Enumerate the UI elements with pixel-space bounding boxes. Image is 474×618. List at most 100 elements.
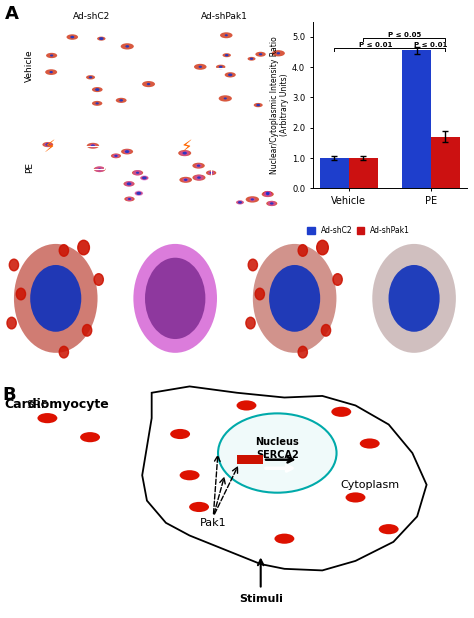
Ellipse shape: [180, 150, 190, 156]
Ellipse shape: [276, 52, 280, 54]
Ellipse shape: [90, 144, 96, 148]
Ellipse shape: [125, 150, 129, 153]
Circle shape: [7, 317, 16, 329]
Ellipse shape: [124, 150, 131, 154]
Circle shape: [333, 274, 342, 286]
Ellipse shape: [247, 57, 255, 61]
Ellipse shape: [127, 182, 131, 185]
Ellipse shape: [253, 244, 337, 353]
Text: P ≤ 0.05: P ≤ 0.05: [388, 32, 421, 38]
Circle shape: [298, 346, 308, 358]
Ellipse shape: [132, 170, 143, 176]
Ellipse shape: [256, 104, 260, 106]
Text: B: B: [2, 386, 16, 404]
Ellipse shape: [145, 258, 205, 339]
Ellipse shape: [119, 99, 123, 101]
Text: ⚡: ⚡: [181, 138, 192, 156]
Ellipse shape: [45, 69, 57, 75]
Bar: [76, 61, 104, 83]
Ellipse shape: [125, 45, 129, 48]
Ellipse shape: [194, 175, 204, 180]
Y-axis label: Nuclear/Cytoplasmic Intensity Ratio
(Arbitrary Units): Nuclear/Cytoplasmic Intensity Ratio (Arb…: [270, 36, 289, 174]
Ellipse shape: [111, 153, 121, 158]
Ellipse shape: [274, 533, 294, 544]
Ellipse shape: [263, 191, 272, 195]
Ellipse shape: [89, 76, 92, 78]
Text: PE: PE: [26, 162, 34, 173]
Circle shape: [255, 288, 264, 300]
Ellipse shape: [266, 192, 270, 195]
Circle shape: [298, 245, 308, 256]
Ellipse shape: [92, 87, 103, 92]
Text: Vehicle: Vehicle: [26, 49, 34, 82]
Text: ⚡: ⚡: [44, 138, 55, 156]
Ellipse shape: [246, 197, 259, 203]
Circle shape: [59, 245, 69, 256]
Text: Ad-shC2: Ad-shC2: [73, 12, 110, 20]
Ellipse shape: [197, 164, 201, 167]
Circle shape: [94, 274, 103, 286]
Ellipse shape: [135, 192, 143, 195]
Circle shape: [59, 346, 69, 358]
Ellipse shape: [225, 34, 228, 36]
Ellipse shape: [37, 413, 57, 423]
Ellipse shape: [199, 66, 202, 68]
Ellipse shape: [95, 102, 99, 104]
Ellipse shape: [124, 181, 134, 187]
Bar: [211, 164, 239, 187]
Text: SERCA2: SERCA2: [256, 450, 299, 460]
Ellipse shape: [46, 143, 50, 146]
Ellipse shape: [140, 176, 148, 180]
Ellipse shape: [270, 202, 273, 205]
Ellipse shape: [142, 176, 147, 179]
Text: Cardiomyocyte: Cardiomyocyte: [5, 397, 109, 410]
Ellipse shape: [346, 493, 365, 502]
Ellipse shape: [194, 64, 207, 70]
Circle shape: [317, 240, 328, 255]
Text: Nucleus: Nucleus: [255, 437, 299, 447]
Text: 3: 3: [288, 99, 295, 110]
Ellipse shape: [249, 198, 255, 201]
Circle shape: [246, 317, 255, 329]
Ellipse shape: [197, 176, 201, 179]
Ellipse shape: [184, 179, 188, 181]
Bar: [320, 158, 349, 188]
Ellipse shape: [210, 172, 213, 174]
Ellipse shape: [262, 192, 274, 197]
Ellipse shape: [137, 192, 141, 195]
Circle shape: [248, 259, 257, 271]
Circle shape: [16, 288, 26, 300]
Ellipse shape: [269, 265, 320, 332]
Ellipse shape: [133, 170, 142, 176]
Ellipse shape: [192, 174, 206, 180]
Bar: [237, 455, 263, 464]
Ellipse shape: [94, 166, 106, 172]
Ellipse shape: [92, 101, 102, 106]
Ellipse shape: [219, 66, 223, 68]
Ellipse shape: [140, 176, 148, 180]
Ellipse shape: [331, 407, 351, 417]
Circle shape: [218, 413, 337, 493]
Ellipse shape: [147, 83, 150, 85]
Ellipse shape: [87, 143, 99, 149]
Ellipse shape: [195, 164, 202, 167]
Circle shape: [82, 324, 92, 336]
Text: P ≤ 0.01: P ≤ 0.01: [359, 42, 392, 48]
Ellipse shape: [49, 71, 53, 73]
Text: 1: 1: [105, 358, 111, 368]
Circle shape: [9, 259, 18, 271]
Ellipse shape: [66, 34, 78, 40]
Ellipse shape: [225, 72, 236, 77]
Ellipse shape: [113, 154, 119, 158]
Ellipse shape: [264, 192, 272, 197]
Ellipse shape: [14, 244, 98, 353]
Ellipse shape: [228, 74, 232, 76]
Text: 4: 4: [463, 358, 470, 368]
Ellipse shape: [178, 150, 191, 156]
Text: 1: 1: [151, 99, 157, 110]
Ellipse shape: [182, 178, 189, 182]
Ellipse shape: [216, 65, 226, 69]
Text: 4: 4: [288, 198, 295, 209]
Ellipse shape: [237, 400, 256, 410]
Ellipse shape: [251, 198, 254, 200]
